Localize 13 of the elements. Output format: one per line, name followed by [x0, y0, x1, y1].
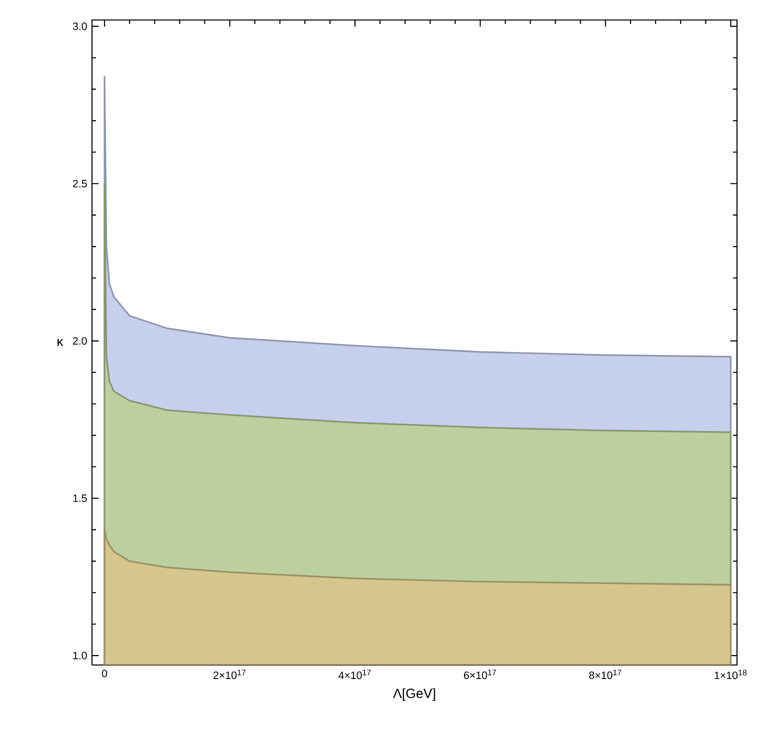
y-tick-label: 1.5	[73, 494, 87, 502]
x-tick-label: 2×10$^{17}$	[214, 670, 246, 680]
x-tick-label: 4×10$^{17}$	[338, 670, 371, 680]
x-tick-label: 0	[102, 670, 108, 678]
y-tick-label: 2.5	[73, 180, 87, 188]
y-tick-label: 2.0	[73, 337, 87, 345]
y-tick-label: 1.0	[73, 652, 87, 660]
x-tick-label: 8×10$^{17}$	[589, 670, 622, 680]
x-tick-label: 6×10$^{17}$	[464, 670, 496, 680]
x-axis-title: Λ[GeV]	[393, 688, 436, 701]
y-axis-title: κ	[58, 338, 64, 346]
x-tick-label: 1×10$^{18}$	[714, 670, 747, 680]
y-tick-label: 3.0	[72, 22, 87, 30]
